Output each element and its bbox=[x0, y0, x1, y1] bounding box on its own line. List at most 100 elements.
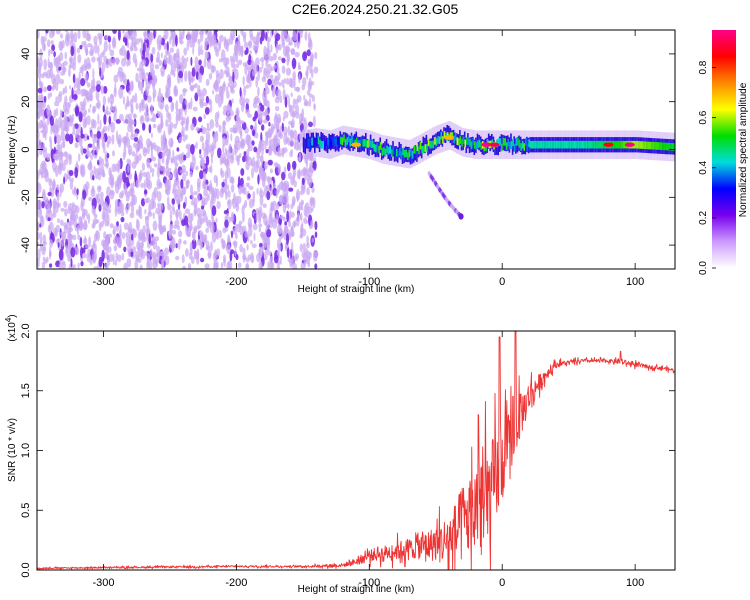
signal-core bbox=[518, 140, 521, 148]
signal-core bbox=[641, 141, 644, 149]
noise-blob bbox=[259, 246, 264, 257]
noise-blob bbox=[297, 61, 301, 70]
noise-blob bbox=[128, 89, 132, 95]
noise-blob bbox=[86, 135, 90, 141]
noise-blob bbox=[107, 96, 110, 104]
noise-blob bbox=[237, 59, 243, 65]
noise-blob bbox=[117, 70, 122, 78]
noise-blob bbox=[262, 203, 267, 208]
noise-blob bbox=[84, 235, 87, 246]
noise-blob bbox=[261, 148, 264, 156]
noise-blob bbox=[158, 181, 162, 187]
noise-blob bbox=[307, 58, 311, 65]
noise-blob bbox=[223, 156, 227, 165]
noise-blob bbox=[190, 256, 195, 265]
noise-blob bbox=[152, 123, 157, 129]
noise-blob bbox=[287, 125, 291, 136]
noise-blob bbox=[245, 182, 249, 187]
noise-blob bbox=[284, 221, 288, 226]
noise-blob bbox=[38, 62, 42, 71]
noise-blob bbox=[59, 109, 63, 118]
noise-blob bbox=[138, 252, 144, 258]
noise-blob bbox=[308, 121, 313, 128]
signal-core bbox=[395, 148, 398, 157]
signal-core bbox=[643, 141, 645, 149]
signal-core bbox=[619, 140, 621, 149]
noise-blob bbox=[175, 154, 180, 160]
signal-core bbox=[569, 140, 572, 149]
noise-blob bbox=[230, 211, 235, 223]
signal-core bbox=[571, 140, 573, 149]
noise-blob bbox=[103, 40, 108, 53]
signal-core bbox=[475, 142, 478, 150]
signal-core bbox=[595, 140, 597, 149]
noise-blob bbox=[126, 182, 131, 187]
noise-blob bbox=[124, 114, 130, 125]
noise-blob bbox=[232, 128, 238, 134]
noise-blob bbox=[78, 153, 81, 162]
noise-blob bbox=[133, 142, 137, 148]
noise-blob bbox=[265, 86, 270, 95]
signal-core bbox=[593, 140, 596, 149]
noise-blob bbox=[199, 135, 204, 143]
noise-blob bbox=[308, 175, 312, 188]
noise-blob bbox=[247, 193, 251, 199]
noise-blob bbox=[288, 221, 292, 228]
noise-blob bbox=[190, 144, 195, 155]
noise-blob bbox=[231, 177, 235, 185]
signal-core bbox=[592, 140, 594, 149]
noise-blob bbox=[171, 40, 176, 48]
noise-blob bbox=[73, 31, 78, 44]
noise-blob bbox=[291, 226, 294, 237]
signal-core bbox=[381, 148, 384, 156]
noise-blob bbox=[170, 69, 175, 76]
noise-blob bbox=[283, 110, 289, 119]
noise-blob bbox=[70, 30, 74, 41]
noise-blob bbox=[205, 141, 209, 153]
noise-blob bbox=[55, 224, 61, 233]
noise-blob bbox=[102, 128, 105, 136]
noise-blob bbox=[157, 202, 160, 209]
noise-blob bbox=[266, 190, 271, 201]
signal-core bbox=[558, 140, 561, 149]
noise-blob bbox=[162, 140, 168, 149]
noise-blob bbox=[130, 80, 134, 91]
noise-blob bbox=[95, 102, 100, 108]
noise-blob bbox=[110, 190, 115, 196]
spectrogram-x-tick-label: -300 bbox=[92, 276, 114, 288]
noise-blob bbox=[301, 177, 305, 186]
noise-blob bbox=[96, 130, 102, 139]
noise-blob bbox=[77, 234, 81, 240]
noise-blob bbox=[306, 89, 311, 96]
noise-blob bbox=[86, 30, 89, 36]
noise-blob bbox=[218, 92, 223, 100]
noise-blob bbox=[133, 30, 136, 36]
noise-blob bbox=[243, 186, 247, 196]
noise-blob bbox=[226, 184, 230, 191]
signal-core bbox=[424, 144, 427, 152]
noise-blob bbox=[222, 254, 227, 264]
noise-blob bbox=[220, 262, 224, 269]
noise-blob bbox=[203, 187, 208, 197]
noise-blob bbox=[81, 66, 84, 77]
signal-core bbox=[550, 140, 553, 149]
noise-blob bbox=[141, 242, 144, 249]
signal-core bbox=[639, 141, 642, 149]
noise-blob bbox=[166, 196, 170, 206]
noise-blob bbox=[250, 124, 254, 130]
noise-blob bbox=[175, 243, 178, 249]
signal-core bbox=[564, 140, 567, 149]
noise-blob bbox=[194, 92, 199, 102]
noise-blob bbox=[223, 119, 226, 128]
noise-blob bbox=[136, 219, 140, 232]
noise-blob bbox=[103, 200, 108, 207]
signal-edge bbox=[494, 139, 496, 156]
noise-blob bbox=[82, 189, 87, 200]
noise-blob bbox=[54, 134, 57, 145]
noise-blob bbox=[55, 73, 61, 85]
noise-blob bbox=[139, 264, 143, 269]
signal-core bbox=[668, 142, 671, 151]
signal-core bbox=[483, 143, 486, 152]
signal-core bbox=[512, 138, 514, 146]
noise-blob bbox=[47, 224, 51, 233]
